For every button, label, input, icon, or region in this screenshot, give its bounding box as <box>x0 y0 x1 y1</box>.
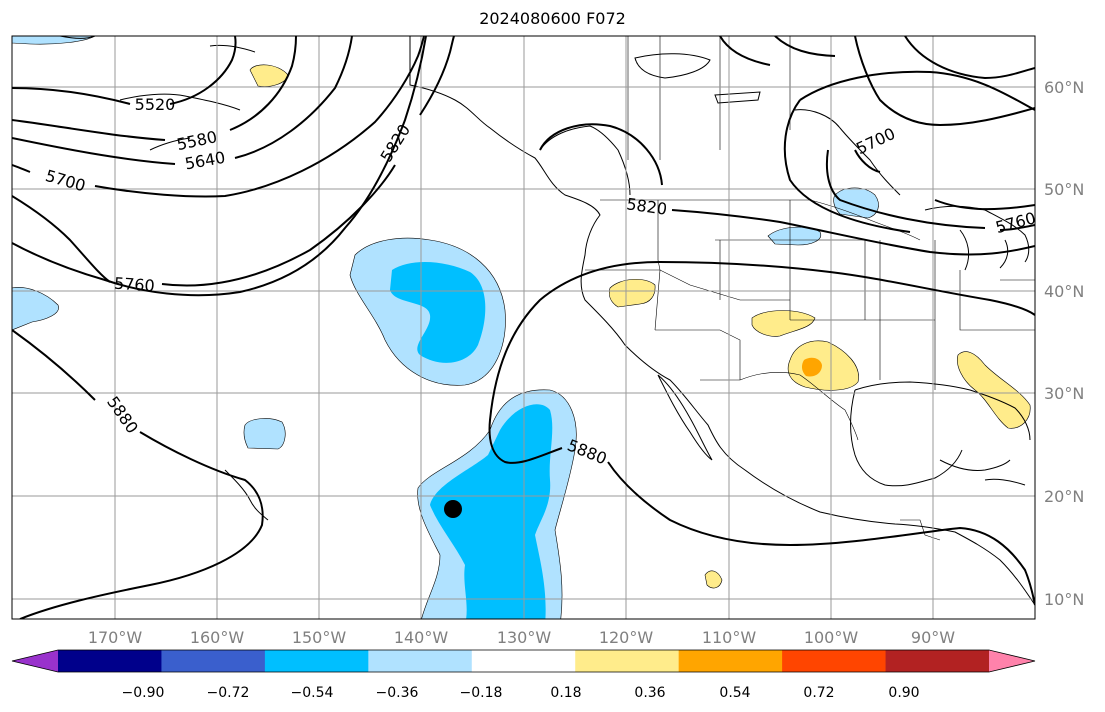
colorbar-tick-label: −0.54 <box>291 685 334 701</box>
contour-label: 5520 <box>135 95 176 114</box>
colorbar-outline <box>11 649 1036 673</box>
storm-center-marker <box>444 500 462 518</box>
colorbar-segment <box>368 650 473 672</box>
lat-label: 20°N <box>1044 487 1084 506</box>
lat-label: 10°N <box>1044 590 1084 609</box>
lon-label: 150°W <box>292 628 347 647</box>
lon-label: 90°W <box>911 628 955 647</box>
colorbar-segment <box>575 650 680 672</box>
map-title: 2024080600 F072 <box>479 9 626 28</box>
latitude-labels: 60°N 50°N 40°N 30°N 20°N 10°N <box>1044 78 1084 609</box>
colorbar-tick-label: 0.54 <box>719 685 750 701</box>
colorbar-tick-label: 0.36 <box>634 685 665 701</box>
lon-label: 110°W <box>702 628 757 647</box>
political-borders <box>409 36 1035 541</box>
colorbar-tick-label: −0.90 <box>122 685 165 701</box>
colorbar-tick-label: 0.72 <box>803 685 834 701</box>
colorbar-tick-label: −0.18 <box>460 685 503 701</box>
lon-label: 170°W <box>88 628 143 647</box>
colorbar-ticks: −0.90 −0.72 −0.54 −0.36 −0.18 0.18 0.36 … <box>122 685 920 701</box>
contour-label: 5760 <box>113 274 155 296</box>
lon-label: 130°W <box>497 628 552 647</box>
lon-label: 100°W <box>804 628 859 647</box>
colorbar-tick-label: 0.18 <box>550 685 581 701</box>
lat-label: 60°N <box>1044 78 1084 97</box>
negative-anomaly-areas <box>12 36 879 619</box>
colorbar-tick-label: −0.72 <box>207 685 250 701</box>
colorbar-tick-label: 0.90 <box>888 685 919 701</box>
lat-label: 50°N <box>1044 180 1084 199</box>
lon-label: 160°W <box>190 628 245 647</box>
longitude-labels: 170°W 160°W 150°W 140°W 130°W 120°W 110°… <box>88 628 955 647</box>
coastlines <box>59 36 1035 606</box>
positive-anomaly-areas <box>249 64 1031 589</box>
lat-label: 40°N <box>1044 282 1084 301</box>
map-frame <box>11 35 1036 620</box>
height-contours <box>12 36 1035 619</box>
colorbar-segments <box>11 649 1036 673</box>
colorbar-segment <box>58 650 163 672</box>
colorbar-segment <box>264 650 369 672</box>
lat-label: 30°N <box>1044 384 1084 403</box>
colorbar-tick-label: −0.36 <box>376 685 419 701</box>
colorbar: −0.90 −0.72 −0.54 −0.36 −0.18 0.18 0.36 … <box>11 649 1036 701</box>
colorbar-segment <box>161 650 266 672</box>
map-content: 5520 5580 5640 5700 5760 5820 5880 5820 … <box>12 36 1035 619</box>
colorbar-segment <box>782 650 887 672</box>
lon-label: 140°W <box>394 628 449 647</box>
colorbar-extend-max <box>989 650 1035 672</box>
colorbar-extend-min <box>12 650 58 672</box>
graticule <box>12 36 1035 619</box>
lon-label: 120°W <box>599 628 654 647</box>
colorbar-segment <box>885 650 990 672</box>
colorbar-segment <box>678 650 783 672</box>
colorbar-segment <box>471 650 576 672</box>
